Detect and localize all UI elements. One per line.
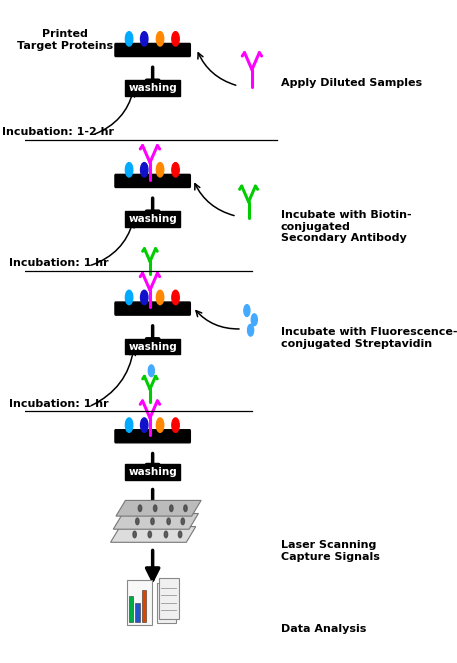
FancyBboxPatch shape <box>115 44 191 56</box>
Circle shape <box>172 162 179 177</box>
Text: washing: washing <box>128 214 177 224</box>
Circle shape <box>141 418 148 432</box>
Circle shape <box>141 32 148 46</box>
Text: Incubate with Fluorescence-
conjugated Streptavidin: Incubate with Fluorescence- conjugated S… <box>281 328 457 349</box>
Circle shape <box>125 32 133 46</box>
Circle shape <box>148 531 151 538</box>
Bar <box>135 603 140 622</box>
Circle shape <box>156 290 164 305</box>
Circle shape <box>164 531 168 538</box>
FancyBboxPatch shape <box>159 578 179 619</box>
Text: Incubate with Biotin-
conjugated
Secondary Antibody: Incubate with Biotin- conjugated Seconda… <box>281 210 411 243</box>
Polygon shape <box>111 526 196 542</box>
FancyBboxPatch shape <box>115 302 191 315</box>
Circle shape <box>172 290 179 305</box>
Text: Incubation: 1-2 hr: Incubation: 1-2 hr <box>2 127 114 137</box>
Circle shape <box>244 305 250 316</box>
Bar <box>129 595 133 622</box>
FancyBboxPatch shape <box>157 583 176 623</box>
Circle shape <box>141 162 148 177</box>
Polygon shape <box>113 514 198 529</box>
Text: washing: washing <box>128 83 177 93</box>
Circle shape <box>167 518 170 524</box>
Text: Incubation: 1 hr: Incubation: 1 hr <box>9 258 108 268</box>
Bar <box>127 580 152 625</box>
Circle shape <box>138 505 142 512</box>
Circle shape <box>178 531 182 538</box>
Circle shape <box>133 531 136 538</box>
Circle shape <box>156 162 164 177</box>
Circle shape <box>141 290 148 305</box>
Circle shape <box>148 365 154 377</box>
Circle shape <box>181 518 185 524</box>
Circle shape <box>248 324 254 336</box>
Text: Apply Diluted Samples: Apply Diluted Samples <box>281 78 422 88</box>
Circle shape <box>156 418 164 432</box>
Circle shape <box>172 32 179 46</box>
Text: Incubation: 1 hr: Incubation: 1 hr <box>9 398 108 408</box>
Circle shape <box>154 505 157 512</box>
FancyBboxPatch shape <box>115 430 191 443</box>
Text: washing: washing <box>128 341 177 351</box>
Circle shape <box>170 505 173 512</box>
Text: washing: washing <box>128 467 177 477</box>
Text: Printed
Target Proteins: Printed Target Proteins <box>17 29 113 51</box>
Circle shape <box>156 32 164 46</box>
Circle shape <box>184 505 187 512</box>
Text: Laser Scanning
Capture Signals: Laser Scanning Capture Signals <box>281 540 379 562</box>
Circle shape <box>151 518 154 524</box>
Circle shape <box>251 314 257 326</box>
Bar <box>142 590 146 622</box>
Text: Data Analysis: Data Analysis <box>281 625 366 634</box>
Polygon shape <box>116 501 201 516</box>
Circle shape <box>125 162 133 177</box>
Circle shape <box>125 418 133 432</box>
Circle shape <box>125 290 133 305</box>
Circle shape <box>136 518 139 524</box>
Circle shape <box>172 418 179 432</box>
FancyBboxPatch shape <box>115 174 191 188</box>
